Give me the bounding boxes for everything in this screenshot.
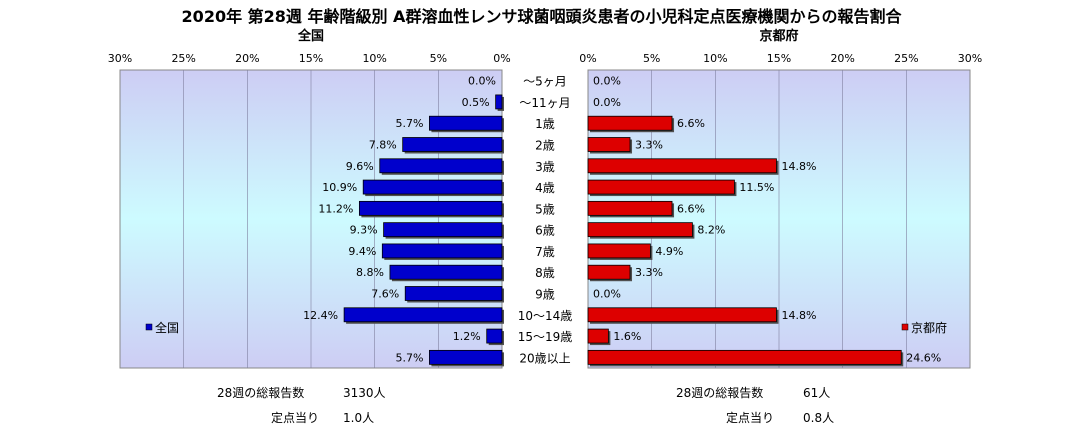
- kyoto-bar: [587, 200, 673, 216]
- kyoto-data-label: 0.0%: [593, 96, 621, 109]
- category-label: 8歳: [535, 266, 555, 280]
- national-data-label: 7.8%: [369, 139, 397, 152]
- national-data-label: 10.9%: [322, 181, 357, 194]
- national-data-label: 0.5%: [462, 96, 490, 109]
- national-tick-label: 5%: [430, 52, 447, 65]
- national-bar: [343, 307, 503, 323]
- category-label: 7歳: [535, 245, 555, 259]
- category-label: ～11ヶ月: [519, 96, 570, 110]
- national-data-label: 11.2%: [318, 202, 353, 215]
- national-data-label: 9.6%: [346, 160, 374, 173]
- category-label: 20歳以上: [519, 351, 570, 365]
- national-total-label: 28週の総報告数: [217, 386, 305, 400]
- national-bar: [486, 328, 503, 344]
- kyoto-bar: [587, 328, 609, 344]
- kyoto-data-label: 1.6%: [613, 330, 641, 343]
- category-label: 4歳: [535, 181, 555, 195]
- national-data-label: 9.4%: [348, 245, 376, 258]
- kyoto-data-label: 6.6%: [677, 202, 705, 215]
- category-label: 15～19歳: [518, 330, 573, 344]
- kyoto-data-label: 6.6%: [677, 117, 705, 130]
- kyoto-legend-label: 京都府: [911, 320, 947, 335]
- kyoto-data-label: 0.0%: [593, 288, 621, 301]
- kyoto-total-value: 61人: [803, 386, 831, 400]
- national-tick-label: 20%: [235, 52, 259, 65]
- national-legend-label: 全国: [155, 320, 179, 335]
- national-bar: [402, 137, 503, 152]
- kyoto-bar: [587, 264, 631, 280]
- national-tick-label: 15%: [299, 52, 323, 65]
- national-bar: [379, 158, 503, 174]
- kyoto-panel-title: 京都府: [759, 28, 798, 44]
- kyoto-bar: [587, 307, 777, 323]
- national-panel-title: 全国: [297, 28, 324, 44]
- kyoto-panel: 0% 5% 10% 15% 20% 25% 30% 京都府 0.0% 0.0% 6.6% 3.3% 14…: [579, 28, 982, 369]
- kyoto-bar: [587, 349, 902, 365]
- national-bar: [389, 264, 503, 280]
- kyoto-data-label: 24.6%: [906, 351, 941, 364]
- kyoto-data-label: 14.8%: [781, 309, 816, 322]
- kyoto-tick-label: 20%: [830, 52, 854, 65]
- kyoto-data-label: 0.0%: [593, 75, 621, 88]
- kyoto-bar: [587, 137, 631, 152]
- national-tick-label: 30%: [108, 52, 132, 65]
- category-label: 2歳: [535, 139, 555, 153]
- kyoto-tick-label: 10%: [703, 52, 727, 65]
- national-bar: [429, 115, 503, 131]
- kyoto-tick-label: 5%: [643, 52, 660, 65]
- national-data-label: 5.7%: [395, 351, 423, 364]
- national-bar: [429, 349, 503, 365]
- kyoto-data-label: 11.5%: [739, 181, 774, 194]
- kyoto-legend-swatch: [901, 323, 909, 331]
- national-bar: [381, 243, 503, 259]
- kyoto-tick-label: 0%: [579, 52, 596, 65]
- category-label: 1歳: [535, 117, 555, 131]
- category-labels: ～5ヶ月 ～11ヶ月 1歳 2歳 3歳 4歳 5歳 6歳 7歳 8歳 9歳 10～14歳 15～19歳 2…: [518, 75, 573, 366]
- kyoto-data-label: 3.3%: [635, 266, 663, 279]
- national-tick-label: 25%: [171, 52, 195, 65]
- kyoto-data-label: 14.8%: [781, 160, 816, 173]
- national-bar: [383, 222, 503, 238]
- category-label: 5歳: [535, 202, 555, 216]
- kyoto-bar: [587, 222, 693, 238]
- national-total-value: 3130人: [343, 386, 386, 400]
- national-data-label: 12.4%: [303, 309, 338, 322]
- kyoto-bar: [587, 158, 777, 174]
- national-bar: [362, 179, 503, 195]
- national-bar: [495, 94, 503, 110]
- national-panel: 0% 5% 10% 15% 20% 25% 30% 全国 0.0% 0.5% 5.7% 7.8% 9.6…: [108, 28, 511, 369]
- national-legend-swatch: [145, 323, 153, 331]
- national-tick-label: 10%: [362, 52, 386, 65]
- kyoto-per-label: 定点当り: [726, 411, 775, 425]
- national-data-label: 5.7%: [395, 117, 423, 130]
- kyoto-tick-label: 15%: [767, 52, 791, 65]
- kyoto-total-label: 28週の総報告数: [676, 386, 764, 400]
- national-data-label: 8.8%: [356, 266, 384, 279]
- national-bar: [404, 286, 503, 301]
- kyoto-bar: [587, 179, 735, 195]
- national-bar: [358, 200, 503, 216]
- category-label: 3歳: [535, 160, 555, 174]
- national-data-label: 0.0%: [468, 75, 496, 88]
- national-data-label: 1.2%: [453, 330, 481, 343]
- kyoto-bar: [587, 243, 651, 259]
- category-label: 6歳: [535, 224, 555, 238]
- kyoto-tick-label: 25%: [894, 52, 918, 65]
- national-per-label: 定点当り: [271, 411, 320, 425]
- kyoto-tick-label: 30%: [958, 52, 982, 65]
- national-data-label: 9.3%: [350, 224, 378, 237]
- kyoto-bar: [587, 115, 673, 131]
- chart-title: 2020年 第28週 年齢階級別 A群溶血性レンサ球菌咽頭炎患者の小児科定点医療…: [181, 7, 902, 26]
- kyoto-data-label: 8.2%: [697, 224, 725, 237]
- kyoto-per-value: 0.8人: [803, 411, 835, 425]
- kyoto-data-label: 3.3%: [635, 139, 663, 152]
- national-data-label: 7.6%: [371, 288, 399, 301]
- kyoto-data-label: 4.9%: [655, 245, 683, 258]
- national-tick-label: 0%: [493, 52, 510, 65]
- category-label: 10～14歳: [518, 309, 573, 323]
- category-label: ～5ヶ月: [523, 75, 567, 89]
- national-per-value: 1.0人: [343, 411, 375, 425]
- category-label: 9歳: [535, 288, 555, 302]
